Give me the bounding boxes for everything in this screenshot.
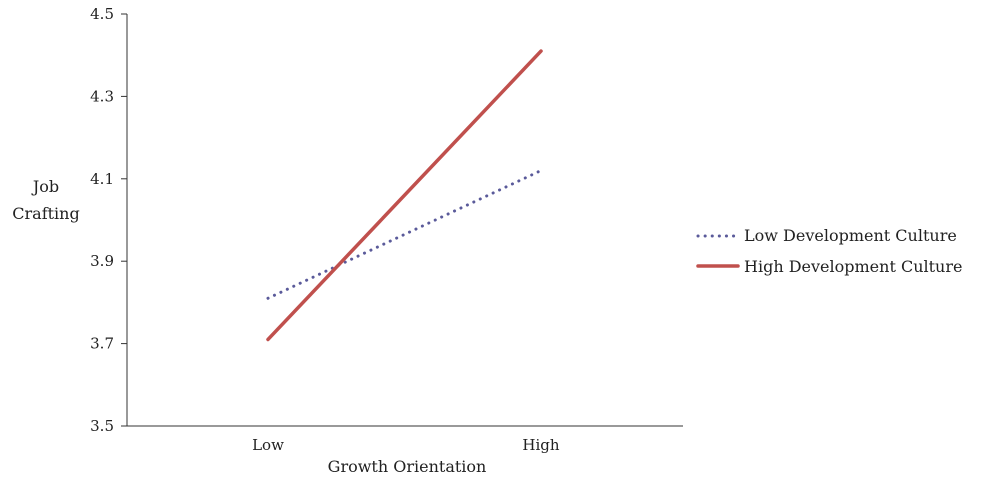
x-axis-title: Growth Orientation: [328, 457, 487, 476]
x-ticks: Low High: [252, 436, 560, 454]
chart-axes: [126, 14, 683, 427]
series-line-high-development-culture: [266, 49, 543, 342]
y-tick-label: 4.5: [90, 5, 114, 23]
y-axis-title-line-1: Job: [31, 177, 59, 196]
series-line-low-development-culture: [266, 169, 543, 300]
y-tick-label: 4.3: [90, 87, 114, 105]
series-lines: [266, 49, 543, 342]
x-tick-label: Low: [252, 436, 284, 454]
y-ticks: 3.5 3.7 3.9 4.1 4.3 4.5: [90, 5, 127, 435]
legend: Low Development Culture High Development…: [696, 226, 962, 276]
legend-item-high-development-culture: High Development Culture: [696, 257, 962, 276]
y-tick-label: 3.9: [90, 252, 114, 270]
legend-label-high-development-culture: High Development Culture: [744, 257, 962, 276]
y-tick-label: 4.1: [90, 170, 114, 188]
x-tick-label: High: [522, 436, 559, 454]
legend-label-low-development-culture: Low Development Culture: [744, 226, 957, 245]
y-tick-label: 3.7: [90, 335, 114, 353]
legend-item-low-development-culture: Low Development Culture: [696, 226, 957, 245]
y-tick-label: 3.5: [90, 417, 114, 435]
y-axis-title-line-2: Crafting: [12, 204, 79, 223]
